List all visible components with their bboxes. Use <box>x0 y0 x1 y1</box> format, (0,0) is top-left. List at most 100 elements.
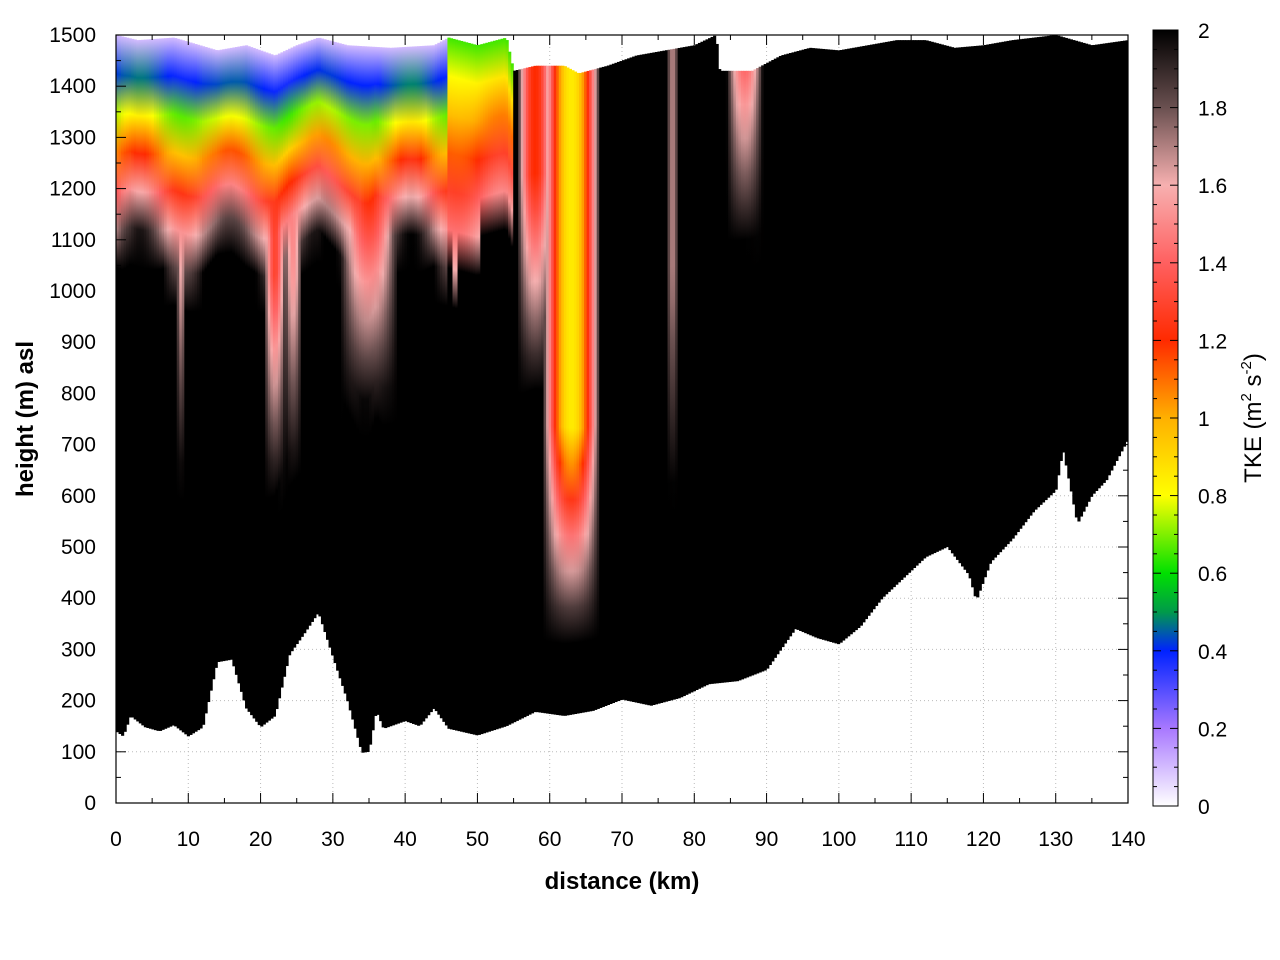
tke-column <box>315 38 319 615</box>
tke-column <box>581 72 585 713</box>
tke-column <box>910 40 914 571</box>
tke-column <box>558 65 562 716</box>
tke-column <box>371 46 375 731</box>
tke-column <box>776 57 780 655</box>
tke-column <box>781 55 785 648</box>
tke-column <box>662 50 666 703</box>
tke-column <box>852 47 856 633</box>
tke-column <box>1016 39 1020 533</box>
tke-column <box>983 44 987 578</box>
tke-column <box>1115 41 1119 461</box>
tke-column <box>697 42 702 689</box>
tke-column <box>191 43 196 734</box>
tke-column <box>374 46 378 716</box>
tke-column <box>535 65 540 713</box>
tke-column <box>272 55 276 717</box>
tke-column <box>123 37 127 732</box>
tke-column <box>1077 41 1081 522</box>
tke-column <box>728 70 732 683</box>
tke-column <box>794 51 798 630</box>
tke-column <box>809 47 813 636</box>
tke-column <box>1011 40 1015 539</box>
tke-column <box>1059 36 1063 461</box>
tke-column <box>449 38 454 730</box>
tke-column <box>1009 40 1013 542</box>
tke-column <box>389 47 393 727</box>
colorbar-label-main: TKE (m <box>1240 402 1267 483</box>
tke-column <box>356 45 360 738</box>
tke-column <box>725 70 729 683</box>
tke-column <box>758 66 762 673</box>
tke-column <box>477 44 481 735</box>
tke-column <box>457 40 461 732</box>
tke-column <box>578 72 583 714</box>
tke-column <box>915 40 919 566</box>
tke-column <box>847 48 851 637</box>
tke-column <box>384 47 388 729</box>
tke-column <box>814 48 818 638</box>
tke-column <box>1064 37 1068 466</box>
tke-column <box>533 65 537 713</box>
tke-column <box>576 72 580 714</box>
tke-column <box>455 39 459 731</box>
tke-column <box>404 46 408 722</box>
tke-column <box>444 38 449 726</box>
tke-column <box>126 37 130 725</box>
tke-column <box>341 43 345 686</box>
tke-column <box>538 65 542 713</box>
tke-column <box>495 40 499 730</box>
tke-column <box>523 68 527 718</box>
x-tick-label: 60 <box>538 828 561 851</box>
tke-column <box>237 46 241 684</box>
tke-column <box>589 70 593 712</box>
tke-column <box>1097 44 1101 489</box>
tke-column <box>702 40 707 687</box>
tke-column <box>406 46 411 723</box>
tke-column <box>331 41 335 656</box>
tke-column <box>401 47 406 722</box>
tke-column <box>768 61 772 666</box>
tke-column <box>470 43 474 735</box>
tke-column <box>1052 35 1056 493</box>
tke-column <box>1105 43 1109 481</box>
x-tick-label: 80 <box>683 828 706 851</box>
tke-column <box>933 42 937 554</box>
tke-column <box>857 46 861 629</box>
tke-column <box>1044 36 1048 501</box>
tke-column <box>1084 43 1089 507</box>
tke-column <box>1125 40 1128 442</box>
colorbar-tick-label: 1.6 <box>1198 175 1227 198</box>
tke-column <box>1102 43 1106 483</box>
tke-column <box>783 54 788 644</box>
tke-column <box>938 43 942 551</box>
tke-column <box>419 46 423 725</box>
tke-column <box>300 43 304 637</box>
tke-column <box>867 45 871 616</box>
tke-column <box>320 38 325 625</box>
tke-column <box>639 54 643 704</box>
tke-column <box>427 45 431 716</box>
tke-column <box>1039 36 1043 505</box>
tke-column <box>586 70 590 712</box>
x-tick-label: 70 <box>610 828 633 851</box>
tke-column <box>986 44 990 571</box>
y-tick-label: 0 <box>84 792 96 815</box>
tke-column <box>594 68 598 710</box>
tke-column <box>343 44 347 694</box>
tke-column <box>584 71 588 713</box>
colorbar-tick-label: 0.2 <box>1198 718 1227 741</box>
tke-column <box>394 47 398 725</box>
tke-column <box>462 41 466 733</box>
tke-column <box>414 46 418 725</box>
tke-column <box>358 45 363 747</box>
tke-column <box>923 40 927 559</box>
tke-column <box>551 65 555 715</box>
tke-column <box>819 48 823 640</box>
y-tick-label: 100 <box>61 741 96 764</box>
y-tick-label: 700 <box>61 434 96 457</box>
tke-column <box>224 48 228 661</box>
tke-column <box>305 41 309 630</box>
tke-column <box>1036 37 1041 508</box>
tke-column <box>1049 35 1053 496</box>
tke-column <box>156 38 160 731</box>
